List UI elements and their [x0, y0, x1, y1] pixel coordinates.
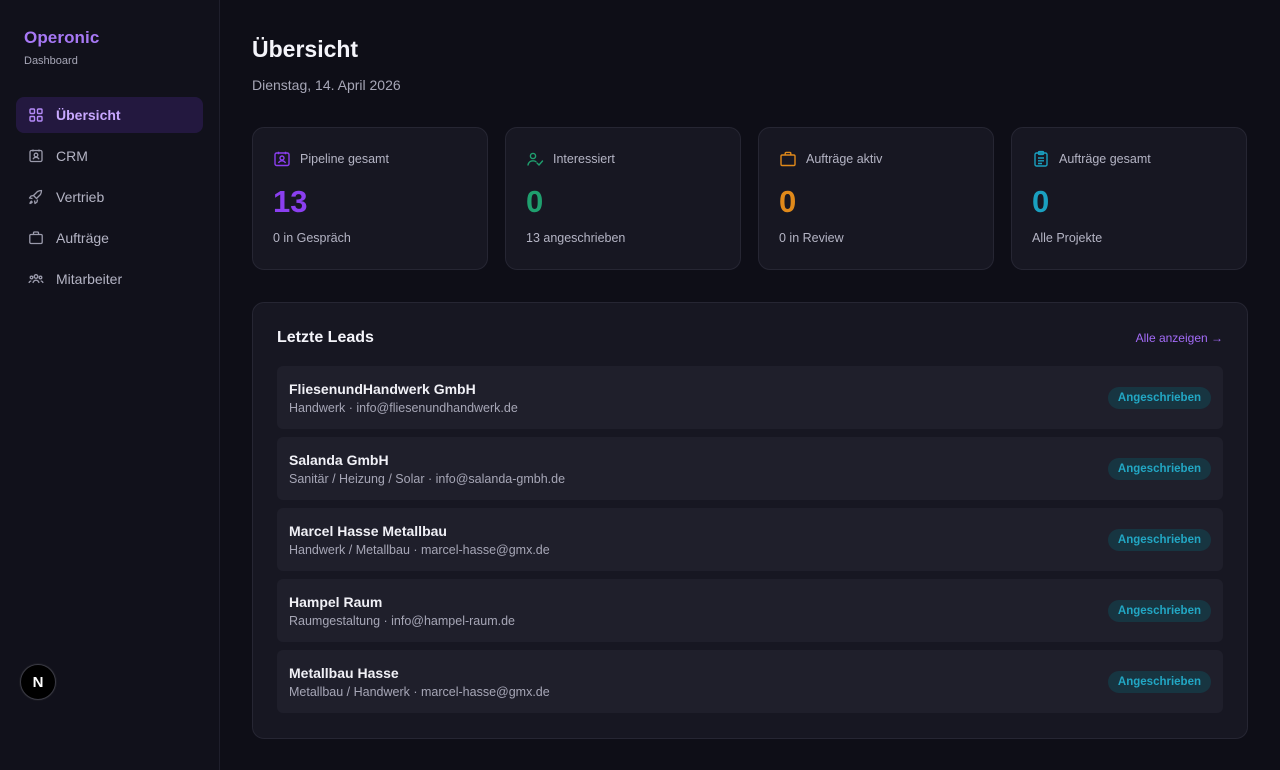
- contact-card-icon: [28, 148, 44, 164]
- contact-card-icon: [273, 150, 291, 168]
- sidebar-item-vertrieb[interactable]: Vertrieb: [16, 179, 203, 215]
- sidebar-item-crm[interactable]: CRM: [16, 138, 203, 174]
- stats-row: Pipeline gesamt 13 0 in Gespräch Interes…: [252, 127, 1248, 270]
- next-dev-indicator[interactable]: N: [20, 664, 56, 700]
- grid-icon: [28, 107, 44, 123]
- list-item[interactable]: Hampel Raum Raumgestaltung · info@hampel…: [277, 579, 1223, 642]
- status-badge: Angeschrieben: [1107, 386, 1211, 409]
- lead-name: Salanda GmbH: [289, 451, 389, 468]
- briefcase-icon: [779, 150, 797, 168]
- lead-name: Hampel Raum: [289, 593, 383, 610]
- stat-card-auftraege-aktiv: Aufträge aktiv 0 0 in Review: [758, 127, 994, 270]
- sidebar-item-auftraege[interactable]: Aufträge: [16, 220, 203, 256]
- sidebar-nav: Übersicht CRM Vertrieb Aufträge: [16, 97, 203, 297]
- rocket-icon: [28, 189, 44, 205]
- status-badge: Angeschrieben: [1107, 670, 1211, 693]
- stat-subtext: Alle Projekte: [1032, 231, 1103, 245]
- lead-name: Metallbau Hasse: [289, 664, 399, 681]
- list-item[interactable]: FliesenundHandwerk GmbH Handwerk · info@…: [277, 366, 1223, 429]
- stat-value: 0: [526, 184, 544, 219]
- lead-meta: Handwerk / Metallbau · marcel-hasse@gmx.…: [289, 542, 550, 557]
- stat-card-pipeline: Pipeline gesamt 13 0 in Gespräch: [252, 127, 488, 270]
- stat-subtext: 0 in Gespräch: [273, 231, 351, 245]
- list-item[interactable]: Marcel Hasse Metallbau Handwerk / Metall…: [277, 508, 1223, 571]
- clipboard-icon: [1032, 150, 1050, 168]
- lead-meta: Sanitär / Heizung / Solar · info@salanda…: [289, 471, 566, 486]
- lead-list: FliesenundHandwerk GmbH Handwerk · info@…: [277, 366, 1223, 713]
- page-title: Übersicht: [252, 36, 359, 62]
- sidebar-item-mitarbeiter[interactable]: Mitarbeiter: [16, 261, 203, 297]
- stat-label: Aufträge gesamt: [1059, 152, 1151, 166]
- recent-leads-title: Letzte Leads: [277, 329, 374, 346]
- page-date: Dienstag, 14. April 2026: [252, 77, 401, 93]
- stat-label: Interessiert: [553, 152, 615, 166]
- stat-subtext: 13 angeschrieben: [526, 231, 626, 245]
- stat-card-auftraege-gesamt: Aufträge gesamt 0 Alle Projekte: [1011, 127, 1247, 270]
- stat-label: Aufträge aktiv: [806, 152, 883, 166]
- sidebar: Operonic Dashboard Übersicht CRM Vert: [0, 0, 220, 770]
- list-item[interactable]: Metallbau Hasse Metallbau / Handwerk · m…: [277, 650, 1223, 713]
- status-badge: Angeschrieben: [1107, 457, 1211, 480]
- list-item[interactable]: Salanda GmbH Sanitär / Heizung / Solar ·…: [277, 437, 1223, 500]
- stat-value: 13: [273, 184, 308, 219]
- stat-value: 0: [1032, 184, 1050, 219]
- user-check-icon: [526, 150, 544, 168]
- lead-meta: Metallbau / Handwerk · marcel-hasse@gmx.…: [289, 684, 550, 699]
- sidebar-item-label: Vertrieb: [56, 189, 105, 205]
- stat-subtext: 0 in Review: [779, 231, 844, 245]
- recent-leads-panel: Letzte Leads Alle anzeigen → FliesenundH…: [252, 302, 1248, 739]
- brand-name[interactable]: Operonic: [24, 28, 100, 47]
- brand-subtitle: Dashboard: [24, 55, 78, 67]
- sidebar-item-label: CRM: [56, 148, 88, 164]
- status-badge: Angeschrieben: [1107, 599, 1211, 622]
- show-all-leads-link[interactable]: Alle anzeigen →: [1135, 331, 1223, 345]
- sidebar-item-label: Aufträge: [56, 230, 109, 246]
- status-badge: Angeschrieben: [1107, 528, 1211, 551]
- sidebar-item-label: Mitarbeiter: [56, 271, 123, 287]
- stat-label: Pipeline gesamt: [300, 152, 389, 166]
- main-content: Übersicht Dienstag, 14. April 2026 Pipel…: [220, 0, 1280, 770]
- sidebar-item-uebersicht[interactable]: Übersicht: [16, 97, 203, 133]
- sidebar-item-label: Übersicht: [56, 107, 121, 123]
- users-icon: [28, 271, 44, 287]
- lead-meta: Handwerk · info@fliesenundhandwerk.de: [289, 400, 518, 415]
- brand: Operonic Dashboard: [16, 28, 203, 67]
- briefcase-icon: [28, 230, 44, 246]
- lead-meta: Raumgestaltung · info@hampel-raum.de: [289, 613, 515, 628]
- stat-card-interessiert: Interessiert 0 13 angeschrieben: [505, 127, 741, 270]
- lead-name: FliesenundHandwerk GmbH: [289, 380, 476, 397]
- lead-name: Marcel Hasse Metallbau: [289, 522, 447, 539]
- stat-value: 0: [779, 184, 797, 219]
